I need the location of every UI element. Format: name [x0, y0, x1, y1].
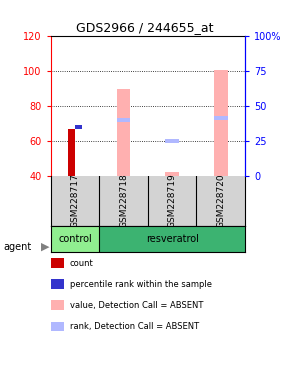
Text: percentile rank within the sample: percentile rank within the sample — [70, 280, 212, 289]
Text: ▶: ▶ — [41, 242, 49, 252]
Bar — [165, 172, 179, 175]
Text: agent: agent — [3, 242, 31, 252]
Text: GSM228718: GSM228718 — [119, 174, 128, 228]
Bar — [214, 70, 228, 175]
Bar — [51, 226, 99, 252]
Text: GDS2966 / 244655_at: GDS2966 / 244655_at — [76, 21, 214, 34]
Text: resveratrol: resveratrol — [146, 234, 199, 244]
Bar — [117, 89, 130, 175]
Text: GSM228720: GSM228720 — [216, 174, 225, 228]
Bar — [68, 129, 75, 175]
Bar — [117, 118, 130, 122]
Bar — [99, 226, 245, 252]
Text: rank, Detection Call = ABSENT: rank, Detection Call = ABSENT — [70, 322, 199, 331]
Text: count: count — [70, 258, 93, 268]
Text: GSM228717: GSM228717 — [70, 174, 79, 228]
Text: GSM228719: GSM228719 — [168, 174, 177, 228]
Bar — [75, 125, 82, 129]
Text: control: control — [58, 234, 92, 244]
Bar — [214, 116, 228, 121]
Bar — [165, 139, 179, 143]
Text: value, Detection Call = ABSENT: value, Detection Call = ABSENT — [70, 301, 203, 310]
